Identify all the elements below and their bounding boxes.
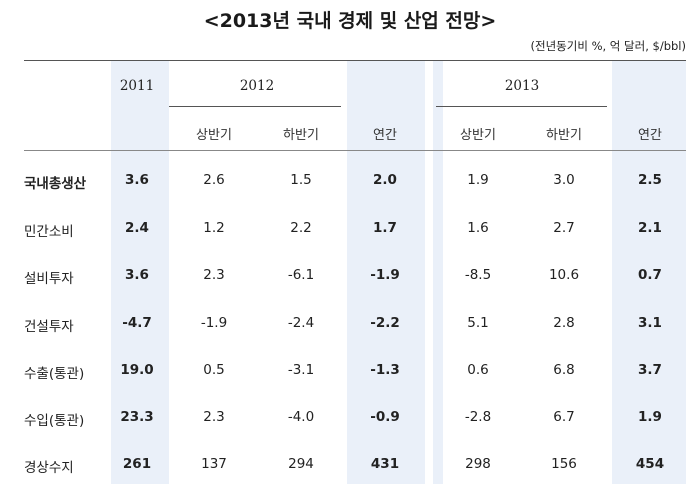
header-year-2013: 2013 [504,78,540,94]
table-cell: 0.6 [467,362,489,378]
table-cell: 261 [122,456,152,472]
table-cell: -4.0 [287,409,315,425]
table-cell: 5.1 [467,315,489,331]
table-cell: 0.7 [638,267,662,283]
row-label: 국내총생산 [24,176,87,192]
table-cell: -2.8 [464,409,492,425]
table-cell: 2.1 [638,220,662,236]
table-cell: -1.9 [200,315,228,331]
header-2012-annual: 연간 [373,128,397,143]
table-cell: 1.6 [467,220,489,236]
table-cell: 2.2 [290,220,312,236]
table-cell: 2.8 [553,315,575,331]
table-cell: -0.9 [370,409,400,425]
table-cell: 19.0 [120,362,154,378]
page-title: <2013년 국내 경제 및 산업 전망> [203,10,497,32]
table-cell: -6.1 [287,267,315,283]
table-cell: 454 [635,456,665,472]
header-2013-annual: 연간 [638,128,662,143]
header-bottom-rule [24,150,686,151]
table-cell: 1.7 [373,220,397,236]
row-label: 수입(통관) [24,413,85,429]
header-2012-h1: 상반기 [196,128,232,143]
row-label: 경상수지 [24,460,74,476]
table-cell: 2.4 [125,220,149,236]
table-cell: 156 [551,456,577,472]
table-cell: -1.9 [370,267,400,283]
table-cell: 3.6 [125,172,149,188]
table-cell: -4.7 [122,315,152,331]
col-2013-annual-band [612,61,686,484]
col-separator-band [433,61,443,484]
table-cell: 0.5 [203,362,225,378]
table-cell: 1.2 [203,220,225,236]
table-cell: 294 [288,456,314,472]
table-cell: 3.0 [553,172,575,188]
header-year-2012: 2012 [239,78,275,94]
table-cell: 23.3 [120,409,154,425]
header-2013-h1: 상반기 [460,128,496,143]
table-cell: 431 [370,456,400,472]
unit-note: (전년동기비 %, 억 달러, $/bbl) [530,39,686,53]
row-label: 수출(통관) [24,366,85,382]
header-2013-underline [436,106,607,107]
row-label: 설비투자 [24,271,74,287]
table-cell: 2.6 [203,172,225,188]
table-cell: 3.1 [638,315,662,331]
row-label: 건설투자 [24,319,74,335]
table-cell: 1.9 [467,172,489,188]
table-cell: -2.4 [287,315,315,331]
table-top-rule [24,60,686,61]
table-cell: 6.7 [553,409,575,425]
col-2011-band [111,61,169,484]
col-2012-annual-band [347,61,425,484]
table-cell: 2.0 [373,172,397,188]
table-cell: -2.2 [370,315,400,331]
table-cell: 10.6 [548,267,580,283]
header-2013-h2: 하반기 [546,128,582,143]
table-cell: -1.3 [370,362,400,378]
header-2012-h2: 하반기 [283,128,319,143]
table-cell: 2.3 [203,409,225,425]
table-cell: 2.7 [553,220,575,236]
table-cell: 6.8 [553,362,575,378]
table-cell: 137 [201,456,227,472]
header-year-2011: 2011 [119,78,155,94]
table-cell: 1.9 [638,409,662,425]
table-cell: -8.5 [464,267,492,283]
table-cell: 2.3 [203,267,225,283]
table-cell: 298 [465,456,491,472]
table-cell: 2.5 [638,172,662,188]
table-cell: 3.6 [125,267,149,283]
header-2012-underline [169,106,341,107]
row-label: 민간소비 [24,224,74,240]
table-cell: 3.7 [638,362,662,378]
table-cell: -3.1 [287,362,315,378]
table-cell: 1.5 [290,172,312,188]
